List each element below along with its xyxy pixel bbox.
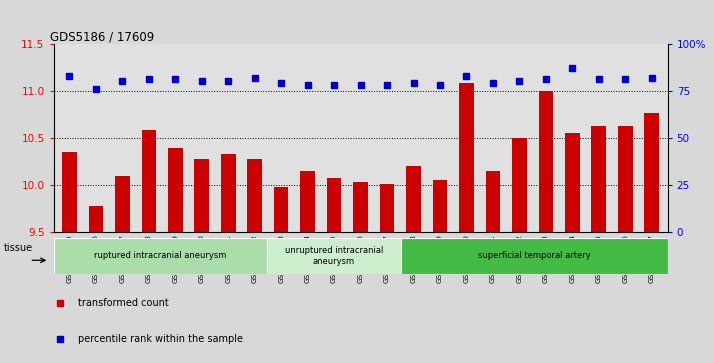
- Bar: [248, 159, 262, 232]
- Bar: [353, 182, 368, 232]
- Bar: [565, 133, 580, 232]
- Bar: [433, 180, 447, 232]
- Bar: [406, 166, 421, 232]
- Bar: [645, 113, 659, 232]
- Bar: [54, 238, 267, 274]
- Bar: [591, 126, 606, 232]
- Text: GDS5186 / 17609: GDS5186 / 17609: [51, 30, 155, 44]
- Bar: [194, 159, 209, 232]
- Bar: [401, 238, 668, 274]
- Text: unruptured intracranial
aneurysm: unruptured intracranial aneurysm: [285, 246, 383, 266]
- Bar: [486, 171, 501, 232]
- Bar: [301, 171, 315, 232]
- Bar: [538, 91, 553, 232]
- Bar: [89, 206, 104, 232]
- Text: percentile rank within the sample: percentile rank within the sample: [78, 334, 243, 344]
- Bar: [115, 176, 130, 232]
- Bar: [512, 138, 527, 232]
- Bar: [141, 130, 156, 232]
- Bar: [327, 178, 341, 232]
- Bar: [221, 154, 236, 232]
- Text: tissue: tissue: [4, 243, 33, 253]
- Bar: [274, 187, 288, 232]
- Bar: [168, 148, 183, 232]
- Text: ruptured intracranial aneurysm: ruptured intracranial aneurysm: [94, 252, 226, 260]
- Text: superficial temporal artery: superficial temporal artery: [478, 252, 590, 260]
- Bar: [459, 83, 473, 232]
- Bar: [62, 152, 76, 232]
- Bar: [380, 184, 394, 232]
- Bar: [618, 126, 633, 232]
- Text: transformed count: transformed count: [78, 298, 169, 308]
- Bar: [267, 238, 401, 274]
